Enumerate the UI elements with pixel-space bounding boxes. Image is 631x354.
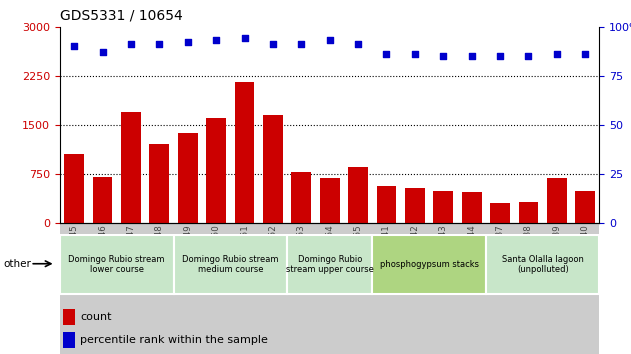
Bar (88, 223, 117, 354)
Bar (64, 154, 84, 223)
Point (211, 38, 221, 43)
Bar (486, 223, 514, 354)
Bar (287, 235, 372, 295)
Bar (543, 223, 571, 354)
Bar (547, 178, 567, 223)
Bar (405, 188, 425, 223)
Bar (174, 223, 202, 354)
Bar (348, 167, 368, 223)
Point (523, 53, 533, 59)
Text: Santa Olalla lagoon
(unpolluted): Santa Olalla lagoon (unpolluted) (502, 255, 584, 274)
Point (495, 53, 505, 59)
Bar (259, 223, 287, 354)
Bar (490, 203, 510, 223)
Bar (60, 223, 88, 354)
Bar (514, 223, 543, 354)
Text: Domingo Rubio
stream upper course: Domingo Rubio stream upper course (286, 255, 374, 274)
Bar (287, 223, 316, 354)
Point (154, 41, 164, 47)
Bar (206, 118, 226, 223)
Bar (263, 115, 283, 223)
Bar (486, 235, 599, 295)
Point (551, 51, 562, 57)
Bar (230, 223, 259, 354)
Bar (145, 223, 174, 354)
Point (353, 41, 363, 47)
Bar (433, 191, 453, 223)
Bar (320, 178, 339, 223)
Bar (121, 112, 141, 223)
Bar (429, 223, 457, 354)
Bar (372, 223, 401, 354)
Text: other: other (3, 259, 31, 269)
Bar (174, 235, 287, 295)
Bar (377, 186, 396, 223)
Bar (462, 192, 481, 223)
Bar (571, 223, 599, 354)
Bar (344, 223, 372, 354)
Point (381, 51, 391, 57)
Point (239, 35, 249, 41)
Bar (62, 332, 74, 348)
Point (268, 41, 278, 47)
Text: count: count (80, 312, 112, 322)
Text: percentile rank within the sample: percentile rank within the sample (80, 335, 268, 345)
Point (183, 39, 193, 45)
Point (466, 53, 476, 59)
Bar (60, 235, 174, 295)
Text: phosphogypsum stacks: phosphogypsum stacks (380, 260, 478, 269)
Text: Domingo Rubio stream
medium course: Domingo Rubio stream medium course (182, 255, 278, 274)
Bar (62, 309, 74, 325)
Point (324, 38, 334, 43)
Point (438, 53, 448, 59)
Bar (316, 223, 344, 354)
Text: GDS5331 / 10654: GDS5331 / 10654 (60, 9, 183, 23)
Bar (202, 223, 230, 354)
Bar (93, 177, 112, 223)
Text: Domingo Rubio stream
lower course: Domingo Rubio stream lower course (69, 255, 165, 274)
Bar (117, 223, 145, 354)
Bar (292, 172, 311, 223)
Point (296, 41, 306, 47)
Point (410, 51, 420, 57)
Bar (519, 202, 538, 223)
Bar (575, 191, 595, 223)
Bar (457, 223, 486, 354)
Point (126, 41, 136, 47)
Bar (150, 144, 169, 223)
Bar (235, 82, 254, 223)
Bar (178, 133, 198, 223)
Point (97, 49, 107, 55)
Bar (401, 223, 429, 354)
Point (69, 44, 80, 49)
Bar (372, 235, 486, 295)
Point (580, 51, 590, 57)
